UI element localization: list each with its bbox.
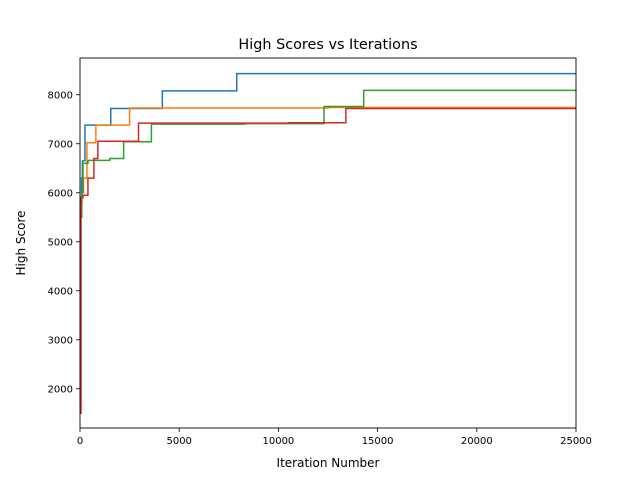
- y-tick-label: 7000: [48, 139, 73, 150]
- x-axis-label: Iteration Number: [277, 456, 380, 470]
- y-tick-label: 3000: [48, 335, 73, 346]
- y-axis-ticks: 2000 3000 4000 5000 6000 7000 8000: [48, 90, 80, 395]
- y-tick-label: 2000: [48, 384, 73, 395]
- y-tick-label: 5000: [48, 237, 73, 248]
- x-tick-label: 15000: [362, 436, 394, 447]
- series-layer: [79, 72, 577, 415]
- y-tick-label: 6000: [48, 188, 73, 199]
- x-tick-label: 25000: [560, 436, 592, 447]
- y-tick-label: 4000: [48, 286, 73, 297]
- x-axis-ticks: 0 5000 10000 15000 20000 25000: [77, 428, 592, 447]
- series-line-3: [80, 89, 577, 400]
- x-tick-label: 5000: [166, 436, 191, 447]
- x-tick-label: 10000: [262, 436, 294, 447]
- chart-title: High Scores vs Iterations: [238, 37, 417, 53]
- y-axis-label: High Score: [14, 210, 28, 275]
- x-tick-label: 20000: [461, 436, 493, 447]
- series-line-4: [80, 107, 576, 415]
- plot-frame: [79, 57, 577, 429]
- y-tick-label: 8000: [48, 90, 73, 101]
- x-tick-label: 0: [77, 436, 83, 447]
